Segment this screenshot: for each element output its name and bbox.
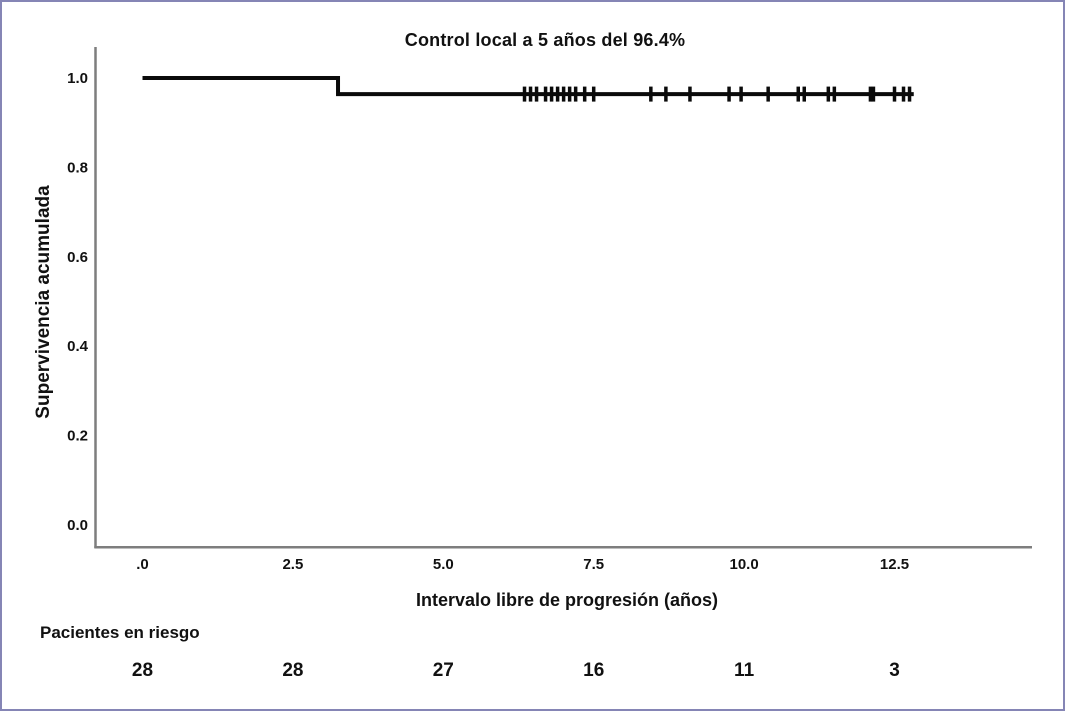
x-axis-label: Intervalo libre de progresión (años) — [415, 590, 719, 610]
x-tick-label: 2.5 — [282, 556, 303, 573]
y-tick-label: 1.0 — [67, 70, 88, 87]
y-tick-label: 0.8 — [67, 159, 88, 176]
y-tick-label: 0.2 — [67, 428, 88, 445]
y-tick-label: 0.0 — [67, 517, 88, 534]
risk-table-label: Pacientes en riesgo — [40, 623, 200, 642]
chart-title: Control local a 5 años del 96.4% — [404, 30, 686, 50]
x-tick-label: 5.0 — [433, 556, 454, 573]
x-tick-label: 10.0 — [729, 556, 758, 573]
risk-count: 16 — [583, 660, 604, 681]
y-tick-label: 0.4 — [67, 338, 89, 355]
risk-count: 28 — [132, 660, 153, 681]
x-tick-label: 12.5 — [880, 556, 909, 573]
risk-count: 11 — [734, 660, 755, 681]
risk-count: 3 — [889, 660, 900, 681]
risk-count: 28 — [282, 660, 303, 681]
x-tick-label: .0 — [136, 556, 149, 573]
risk-count: 27 — [433, 660, 454, 681]
y-tick-label: 0.6 — [67, 249, 88, 266]
survival-curve — [142, 76, 914, 97]
x-tick-label: 7.5 — [583, 556, 604, 573]
